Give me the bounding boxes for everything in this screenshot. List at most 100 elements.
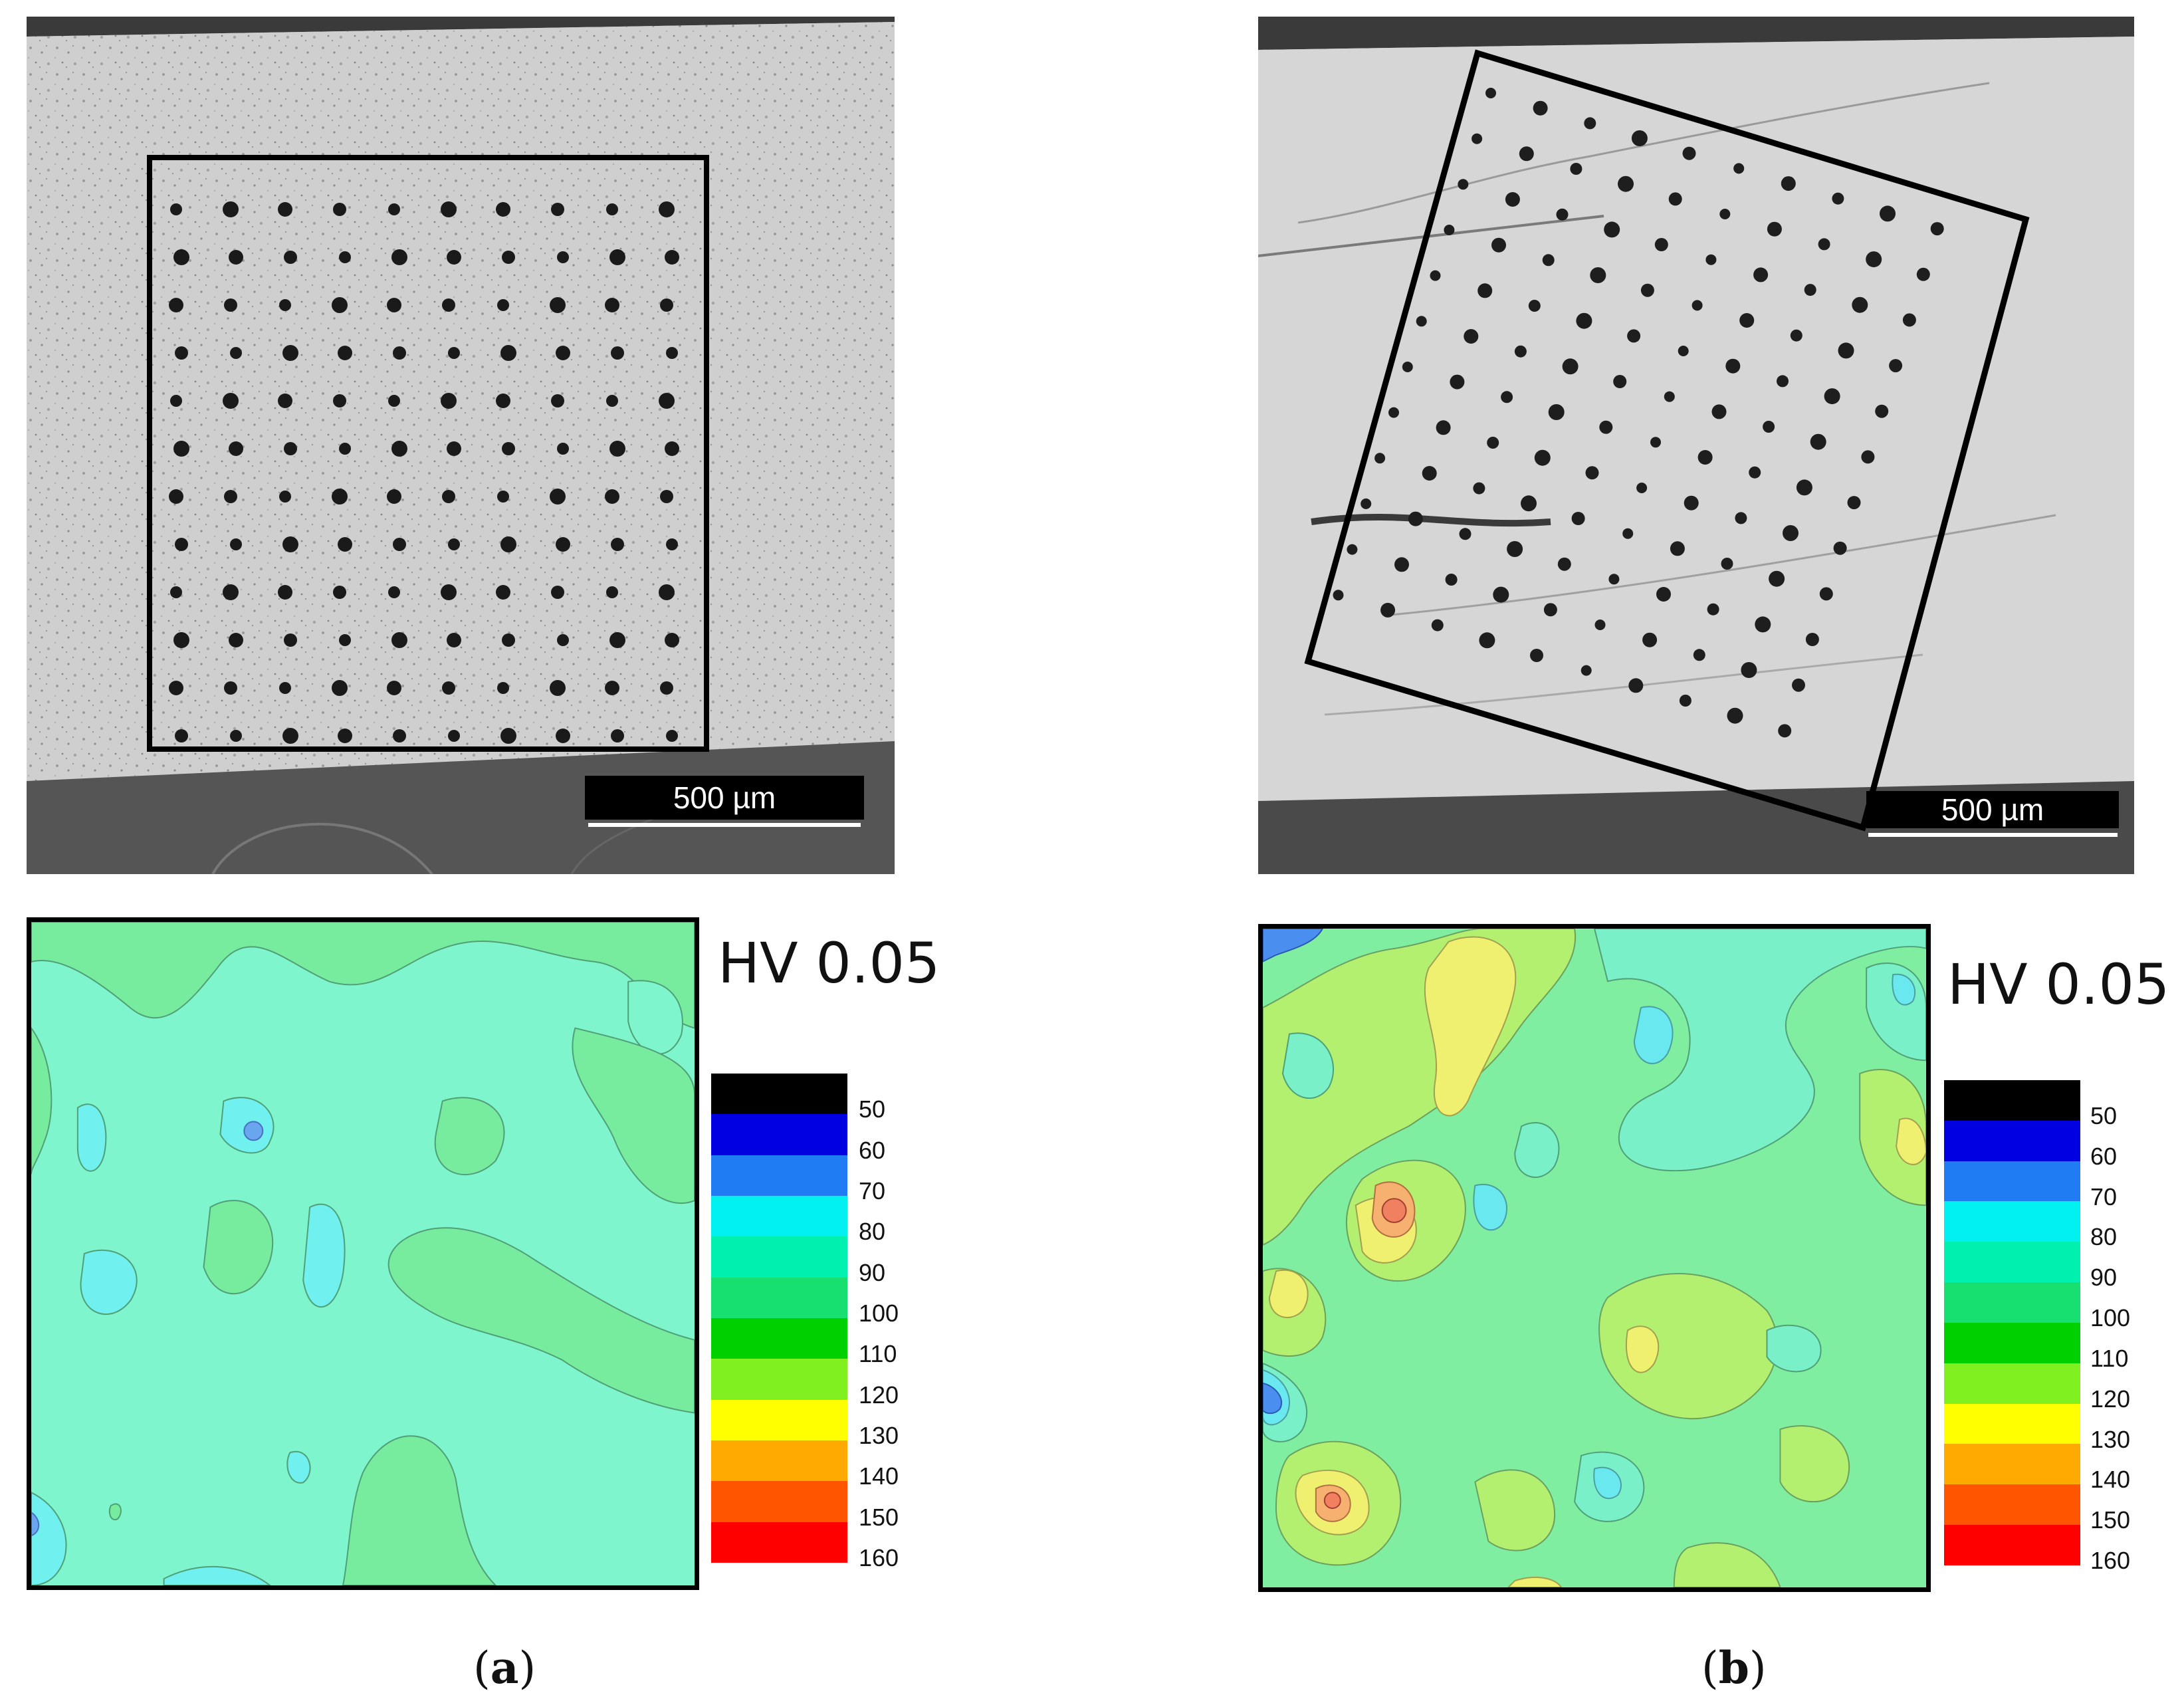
hardness-indent <box>1430 270 1441 281</box>
hardness-indent <box>1528 300 1541 312</box>
legend-swatch <box>1944 1363 2080 1404</box>
hardness-indent <box>1670 541 1685 556</box>
hardness-indent <box>1650 437 1661 448</box>
hardness-indent <box>606 203 618 215</box>
hardness-indent <box>1735 512 1747 524</box>
hardness-indent <box>1542 254 1555 267</box>
hardness-indent <box>1721 558 1733 570</box>
hardness-indent <box>391 441 407 457</box>
hardness-indent <box>1570 163 1583 175</box>
hardness-indent <box>1769 570 1785 587</box>
hardness-indent <box>1618 175 1634 192</box>
hardness-indent <box>1818 238 1830 251</box>
hardness-indent <box>388 586 400 598</box>
hardness-indent <box>333 394 346 407</box>
hardness-indent <box>1805 633 1819 646</box>
legend-swatch <box>1944 1282 2080 1323</box>
legend-swatch <box>1944 1201 2080 1242</box>
hardness-indent <box>441 201 457 217</box>
hardness-indent <box>1804 284 1816 296</box>
hardness-indent <box>1333 590 1344 601</box>
hardness-indent <box>1548 404 1565 420</box>
hardness-indent <box>1783 525 1799 541</box>
hardness-indent <box>1838 342 1854 359</box>
measurement-frame-a <box>147 155 709 752</box>
hardness-indent <box>170 203 182 215</box>
hardness-indent <box>1656 587 1671 602</box>
hardness-indent <box>557 251 569 263</box>
hardness-indent <box>556 729 570 743</box>
hardness-indent <box>448 538 460 550</box>
legend-swatch <box>1944 1484 2080 1526</box>
hardness-indent <box>502 442 515 455</box>
hardness-indent <box>609 632 625 648</box>
hardness-indent <box>557 443 569 455</box>
hardness-map-b <box>1258 924 1931 1592</box>
hardness-indent <box>1640 283 1654 297</box>
scale-bar-label-b: 500 µm <box>1866 791 2119 828</box>
legend-swatch <box>711 1399 847 1440</box>
legend-swatch <box>1944 1161 2080 1202</box>
hardness-indent <box>332 297 348 313</box>
hardness-indent <box>1810 433 1826 450</box>
hardness-indent <box>1777 375 1789 388</box>
hardness-indent <box>1594 620 1606 630</box>
hardness-indent <box>1514 345 1527 358</box>
hardness-indent <box>284 251 297 264</box>
hardness-indent <box>1664 391 1675 402</box>
hardness-indent <box>659 201 675 217</box>
hardness-indent <box>1402 362 1413 372</box>
hardness-indent <box>1491 237 1506 253</box>
hardness-indent <box>496 202 510 217</box>
hardness-indent <box>1477 283 1493 298</box>
hardness-indent <box>224 298 237 312</box>
legend-level-label: 110 <box>2090 1344 2129 1372</box>
hardness-indent <box>550 489 566 505</box>
legend-swatch <box>711 1440 847 1482</box>
hardness-indent <box>1374 453 1386 464</box>
legend-level-label: 140 <box>2090 1466 2131 1494</box>
hardness-indent <box>1847 496 1861 510</box>
hardness-indent <box>1790 329 1802 342</box>
hardness-indent <box>1473 482 1485 495</box>
hardness-indent <box>1530 649 1543 662</box>
hardness-indent <box>1778 724 1792 738</box>
caption-a-close: ) <box>518 1643 536 1694</box>
hardness-indent <box>339 443 351 455</box>
hardness-indent <box>551 203 564 216</box>
legend-title-b: HV 0.05 <box>1947 952 2170 1017</box>
hardness-indent <box>387 489 401 504</box>
hardness-indent <box>1705 254 1717 265</box>
micrograph-b: 500 µm <box>1258 17 2134 874</box>
hardness-indent <box>388 395 400 407</box>
legend-level-label: 60 <box>859 1136 886 1164</box>
hardness-indent <box>609 441 625 457</box>
hardness-indent <box>447 250 461 265</box>
hardness-indent <box>611 538 624 551</box>
hardness-indent <box>447 441 461 456</box>
hardness-indent <box>223 393 239 409</box>
micrograph-a: 500 µm <box>27 17 895 874</box>
hardness-indent <box>1493 586 1509 603</box>
hardness-indent <box>391 249 407 265</box>
hardness-indent <box>611 729 624 742</box>
hardness-indent <box>1875 404 1889 418</box>
hardness-indent <box>339 634 351 646</box>
legend-labels-a: 50 60 70 80 90 100 110 120 130 140 150 160 <box>859 1074 925 1571</box>
hardness-indent <box>1796 479 1812 496</box>
hardness-indent <box>284 442 297 455</box>
hardness-indent <box>1445 574 1458 586</box>
hardness-indent <box>606 395 618 407</box>
hardness-indent <box>1608 574 1620 585</box>
hardness-indent <box>1361 498 1372 509</box>
hardness-indent <box>441 393 457 409</box>
scale-bar-label-a: 500 µm <box>585 776 864 820</box>
hardness-indent <box>1422 466 1437 481</box>
legend-swatch <box>1944 1242 2080 1283</box>
legend-swatch <box>711 1317 847 1359</box>
hardness-indent <box>1679 695 1692 707</box>
hardness-indent <box>556 537 570 552</box>
hardness-indent <box>173 249 189 265</box>
legend-swatch <box>1944 1080 2080 1121</box>
hardness-indent <box>1866 251 1882 268</box>
